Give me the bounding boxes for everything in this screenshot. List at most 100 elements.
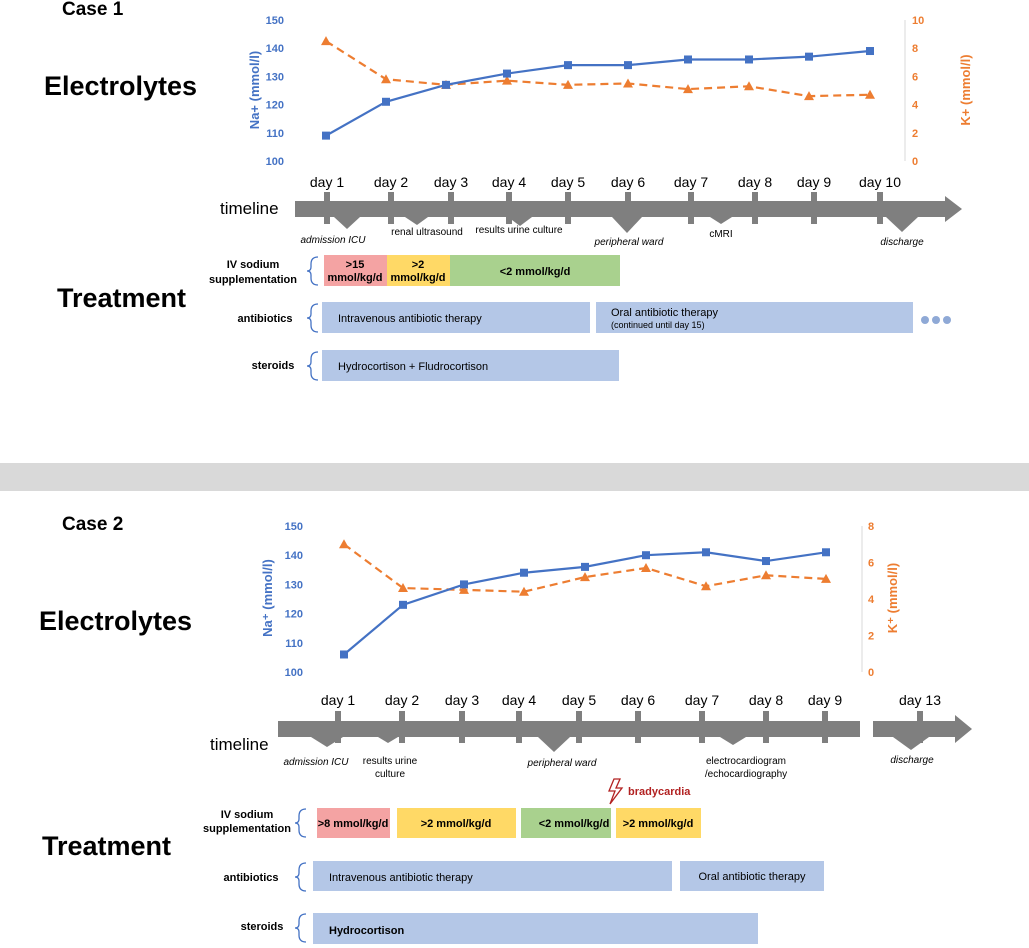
case2-day-label: day 8	[749, 692, 783, 708]
case2-iv-antibiotic-label: Intravenous antibiotic therapy	[329, 872, 473, 884]
case1-na-point-8	[745, 55, 753, 64]
case2-k-point-7	[701, 581, 711, 591]
case2-day-label: day 1	[321, 692, 355, 708]
case1-electrolytes-label: Electrolytes	[44, 71, 197, 101]
case1-na-point-10	[866, 47, 874, 56]
case1-day-tick	[811, 192, 817, 224]
case1-day-label: day 9	[797, 174, 831, 190]
case1-day-tick	[448, 192, 454, 224]
case1-k-tick: 0	[912, 156, 918, 168]
case2-k-tick: 8	[868, 521, 874, 533]
case1-k-point-1	[321, 36, 331, 46]
case1-na-tick: 140	[266, 43, 284, 55]
case1-iv-bar-2-line2: mmol/kg/d	[390, 272, 445, 284]
case2-electrolytes-label: Electrolytes	[39, 606, 192, 636]
case2-iv-bar-4	[616, 808, 701, 838]
case2-event-marker-urine	[378, 737, 398, 743]
case1-day-label: day 6	[611, 174, 645, 190]
case1-day-label: day 7	[674, 174, 708, 190]
case1-oral-antibiotic-note: (continued until day 15)	[611, 320, 705, 330]
case2-event-admission: admission ICU	[283, 757, 349, 768]
case2-iv-label-1: IV sodium	[221, 809, 274, 821]
case2-day-tick	[576, 711, 582, 743]
case1-na-point-3	[442, 80, 450, 89]
case2-series	[339, 539, 831, 659]
case2-event-urine-1: results urine	[363, 756, 418, 767]
case1-k-point-10	[865, 89, 875, 99]
case1-day-tick	[688, 192, 694, 224]
case1-na-point-2	[382, 97, 390, 106]
case2-na-point-6	[642, 551, 650, 560]
case1-antibiotics-bracket	[306, 303, 319, 333]
case1-iv-label-2: supplementation	[209, 274, 297, 286]
case1-continuation-dot-3	[943, 316, 951, 324]
case2-iv-bar-1-label: >8 mmol/kg/d	[318, 818, 389, 830]
case1-iv-bar-2	[387, 255, 450, 286]
case1-event-marker-urine	[508, 217, 532, 226]
case1-day-tick	[388, 192, 394, 224]
case1-oral-antibiotic-bar	[596, 302, 913, 333]
case2-bradycardia-annotation: bradycardia	[608, 778, 691, 805]
case1-iv-antibiotic-bar	[322, 302, 590, 333]
case1-event-marker-admission	[334, 217, 360, 229]
case2-event-ecg-2: /echocardiography	[705, 769, 787, 780]
case1-day-tick	[877, 192, 883, 224]
case2-k-tick: 4	[868, 594, 875, 606]
case1-event-cmri: cMRI	[709, 229, 732, 240]
case1-steroids-label: steroids	[252, 360, 295, 372]
case1-event-marker-renal	[405, 217, 428, 225]
case2-event-ecg-1: electrocardiogram	[706, 756, 786, 767]
case2-na-point-1	[340, 650, 348, 659]
case2-na-tick: 140	[285, 550, 303, 562]
case1-day-label: day 10	[859, 174, 901, 190]
case1-day-tick	[506, 192, 512, 224]
case2-panel: Case 2 Electrolytes 150 140 130 120 110 100 8…	[39, 514, 972, 944]
case2-na-axis: 150 140 130 120 110 100	[285, 521, 303, 679]
case2-day-tick	[763, 711, 769, 743]
case2-k-point-6	[641, 562, 651, 572]
case2-event-marker-admission	[311, 737, 343, 747]
case2-na-point-3	[460, 580, 468, 589]
case2-k-point-3	[459, 584, 469, 594]
case2-na-point-9	[822, 548, 830, 557]
case2-day-tick	[917, 711, 923, 743]
case2-iv-bar-2-label: >2 mmol/kg/d	[421, 818, 492, 830]
case2-day-label: day 4	[502, 692, 536, 708]
case1-iv-label-1: IV sodium	[227, 259, 280, 271]
case1-day-tick	[324, 192, 330, 224]
case2-treatment: Treatment IV sodium supplementation >8 m…	[42, 808, 824, 944]
case1-series	[321, 36, 875, 140]
case1-na-point-1	[322, 131, 330, 140]
case2-antibiotics-bracket	[294, 862, 307, 892]
case2-title: Case 2	[62, 514, 123, 535]
case2-k-tick: 0	[868, 667, 874, 679]
case2-antibiotics-label: antibiotics	[223, 872, 278, 884]
case2-steroids-label: steroids	[241, 921, 284, 933]
case1-event-renal: renal ultrasound	[391, 227, 463, 238]
case1-iv-antibiotic-label: Intravenous antibiotic therapy	[338, 313, 482, 325]
case1-day-label: day 1	[310, 174, 344, 190]
case1-day-label: day 3	[434, 174, 468, 190]
lightning-icon	[608, 778, 624, 805]
case1-day-labels: day 1 day 2 day 3 day 4 day 5 day 6 day 7 day 8…	[310, 174, 901, 190]
case1-day-ticks	[324, 192, 883, 224]
case2-iv-label-2: supplementation	[203, 823, 291, 835]
case2-iv-bar-2	[397, 808, 516, 838]
case2-timeline-label: timeline	[210, 735, 269, 754]
case1-oral-antibiotic-label: Oral antibiotic therapy	[611, 307, 718, 319]
case1-iv-bar-1-line2: mmol/kg/d	[327, 272, 382, 284]
case1-k-point-7	[683, 84, 693, 94]
case2-k-tick: 6	[868, 558, 874, 570]
case2-day-tick	[399, 711, 405, 743]
case1-k-tick: 8	[912, 43, 918, 55]
case1-iv-bar-1-line1: >15	[346, 259, 365, 271]
case1-event-admission: admission ICU	[300, 235, 366, 246]
case1-day-tick	[625, 192, 631, 224]
case1-antibiotics-label: antibiotics	[237, 313, 292, 325]
case1-na-tick: 130	[266, 71, 284, 83]
case2-steroids-bracket	[294, 913, 307, 943]
case2-iv-bar-3	[521, 808, 611, 838]
case1-day-label: day 5	[551, 174, 585, 190]
case1-steroids-text: Hydrocortison + Fludrocortison	[338, 361, 488, 373]
